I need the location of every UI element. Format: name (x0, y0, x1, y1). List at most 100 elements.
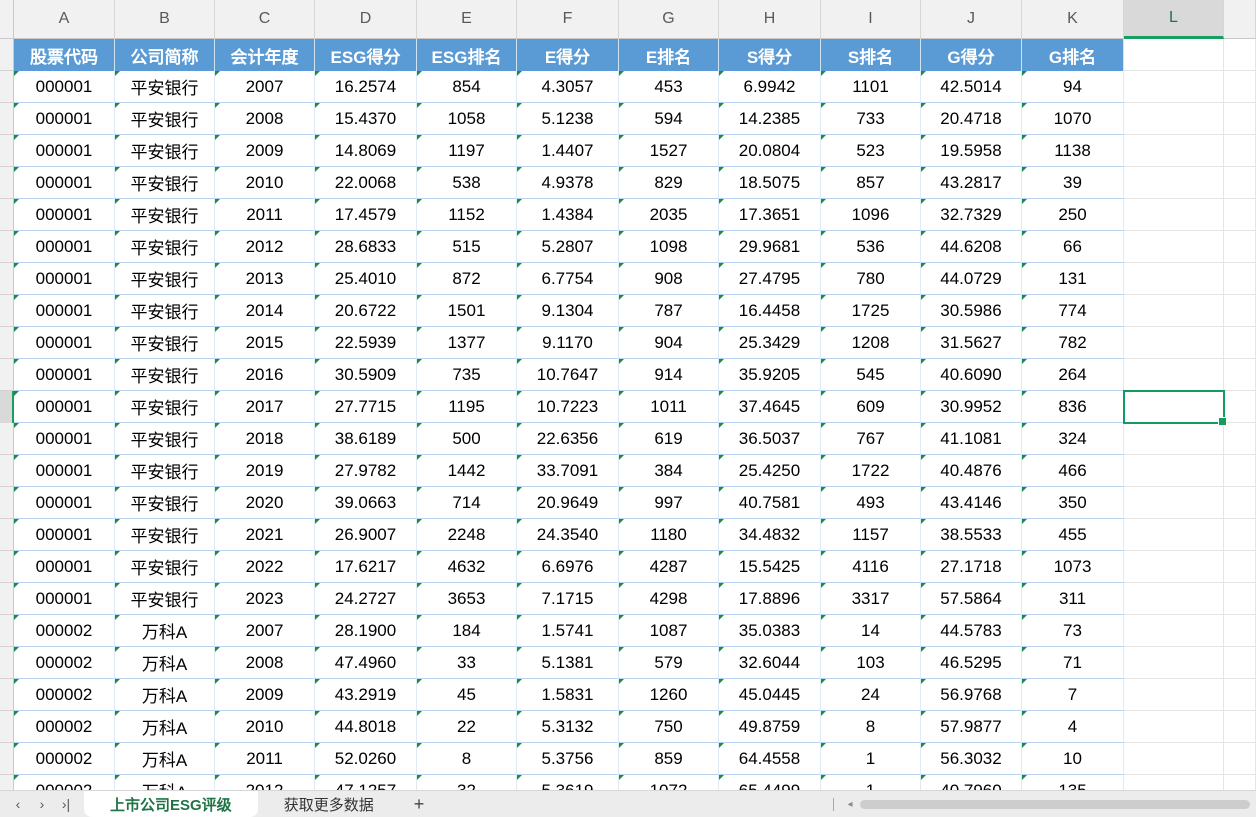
column-header-cell[interactable]: S得分 (719, 39, 821, 71)
pane-divider[interactable] (833, 798, 834, 811)
data-cell[interactable]: 000001 (14, 263, 115, 295)
data-cell[interactable]: 平安银行 (115, 263, 215, 295)
empty-cell[interactable] (1224, 39, 1256, 71)
data-cell[interactable]: 22.5939 (315, 327, 417, 359)
data-cell[interactable]: 2010 (215, 711, 315, 743)
data-cell[interactable]: 000001 (14, 583, 115, 615)
data-cell[interactable]: 17.4579 (315, 199, 417, 231)
data-cell[interactable]: 平安银行 (115, 583, 215, 615)
empty-cell[interactable] (1124, 423, 1224, 455)
data-cell[interactable]: 万科A (115, 647, 215, 679)
data-cell[interactable]: 6.6976 (517, 551, 619, 583)
empty-cell[interactable] (1124, 71, 1224, 103)
data-cell[interactable]: 000001 (14, 295, 115, 327)
empty-cell[interactable] (1224, 583, 1256, 615)
sheet-tab[interactable]: 获取更多数据 (283, 796, 374, 814)
data-cell[interactable]: 872 (417, 263, 517, 295)
data-cell[interactable]: 2035 (619, 199, 719, 231)
data-cell[interactable]: 914 (619, 359, 719, 391)
data-cell[interactable]: 1157 (821, 519, 921, 551)
data-cell[interactable]: 平安银行 (115, 551, 215, 583)
data-cell[interactable]: 40.7960 (921, 775, 1022, 790)
column-letter-A[interactable]: A (14, 0, 115, 39)
data-cell[interactable]: 4.3057 (517, 71, 619, 103)
data-cell[interactable]: 8 (417, 743, 517, 775)
data-cell[interactable]: 20.0804 (719, 135, 821, 167)
data-cell[interactable]: 14 (821, 615, 921, 647)
data-cell[interactable]: 857 (821, 167, 921, 199)
data-cell[interactable]: 40.4876 (921, 455, 1022, 487)
empty-cell[interactable] (1124, 391, 1224, 423)
data-cell[interactable]: 56.9768 (921, 679, 1022, 711)
column-header-cell[interactable]: E得分 (517, 39, 619, 71)
data-cell[interactable]: 2008 (215, 647, 315, 679)
data-cell[interactable]: 2015 (215, 327, 315, 359)
data-cell[interactable]: 000002 (14, 743, 115, 775)
data-cell[interactable]: 42.5014 (921, 71, 1022, 103)
data-cell[interactable]: 66 (1022, 231, 1124, 263)
data-cell[interactable]: 2020 (215, 487, 315, 519)
empty-cell[interactable] (1124, 615, 1224, 647)
data-cell[interactable]: 40.6090 (921, 359, 1022, 391)
empty-cell[interactable] (1124, 711, 1224, 743)
data-cell[interactable]: 000001 (14, 359, 115, 391)
data-cell[interactable]: 000002 (14, 775, 115, 790)
data-cell[interactable]: 38.6189 (315, 423, 417, 455)
empty-cell[interactable] (1224, 327, 1256, 359)
empty-cell[interactable] (1224, 775, 1256, 790)
data-cell[interactable]: 2013 (215, 263, 315, 295)
empty-cell[interactable] (1124, 167, 1224, 199)
empty-cell[interactable] (1124, 743, 1224, 775)
data-cell[interactable]: 908 (619, 263, 719, 295)
empty-cell[interactable] (1124, 231, 1224, 263)
data-cell[interactable]: 2248 (417, 519, 517, 551)
data-cell[interactable]: 10 (1022, 743, 1124, 775)
data-cell[interactable]: 782 (1022, 327, 1124, 359)
data-cell[interactable]: 5.1238 (517, 103, 619, 135)
column-letter-C[interactable]: C (215, 0, 315, 39)
data-cell[interactable]: 15.4370 (315, 103, 417, 135)
data-cell[interactable]: 71 (1022, 647, 1124, 679)
data-cell[interactable]: 1.5741 (517, 615, 619, 647)
data-cell[interactable]: 17.8896 (719, 583, 821, 615)
data-cell[interactable]: 6.7754 (517, 263, 619, 295)
data-cell[interactable]: 2016 (215, 359, 315, 391)
data-cell[interactable]: 1058 (417, 103, 517, 135)
data-cell[interactable]: 15.5425 (719, 551, 821, 583)
data-cell[interactable]: 33.7091 (517, 455, 619, 487)
column-header-cell[interactable]: G排名 (1022, 39, 1124, 71)
scroll-left-icon[interactable]: ◂ (847, 799, 853, 810)
data-cell[interactable]: 16.4458 (719, 295, 821, 327)
data-cell[interactable]: 43.2919 (315, 679, 417, 711)
data-cell[interactable]: 774 (1022, 295, 1124, 327)
data-cell[interactable]: 859 (619, 743, 719, 775)
data-cell[interactable]: 2012 (215, 231, 315, 263)
empty-cell[interactable] (1124, 327, 1224, 359)
data-cell[interactable]: 904 (619, 327, 719, 359)
data-cell[interactable]: 000001 (14, 455, 115, 487)
data-cell[interactable]: 35.0383 (719, 615, 821, 647)
data-cell[interactable]: 2017 (215, 391, 315, 423)
data-cell[interactable]: 36.5037 (719, 423, 821, 455)
empty-cell[interactable] (1224, 295, 1256, 327)
data-cell[interactable]: 000001 (14, 391, 115, 423)
data-cell[interactable]: 000001 (14, 135, 115, 167)
data-cell[interactable]: 2007 (215, 615, 315, 647)
data-cell[interactable]: 万科A (115, 743, 215, 775)
data-cell[interactable]: 515 (417, 231, 517, 263)
data-cell[interactable]: 735 (417, 359, 517, 391)
select-all-corner[interactable] (0, 0, 14, 39)
empty-cell[interactable] (1124, 135, 1224, 167)
empty-cell[interactable] (1224, 711, 1256, 743)
data-cell[interactable]: 538 (417, 167, 517, 199)
empty-cell[interactable] (1224, 199, 1256, 231)
data-cell[interactable]: 16.2574 (315, 71, 417, 103)
data-cell[interactable]: 27.4795 (719, 263, 821, 295)
data-cell[interactable]: 829 (619, 167, 719, 199)
data-cell[interactable]: 1070 (1022, 103, 1124, 135)
empty-cell[interactable] (1224, 167, 1256, 199)
data-cell[interactable]: 平安银行 (115, 103, 215, 135)
empty-cell[interactable] (1124, 359, 1224, 391)
data-cell[interactable]: 3317 (821, 583, 921, 615)
data-cell[interactable]: 34.4832 (719, 519, 821, 551)
